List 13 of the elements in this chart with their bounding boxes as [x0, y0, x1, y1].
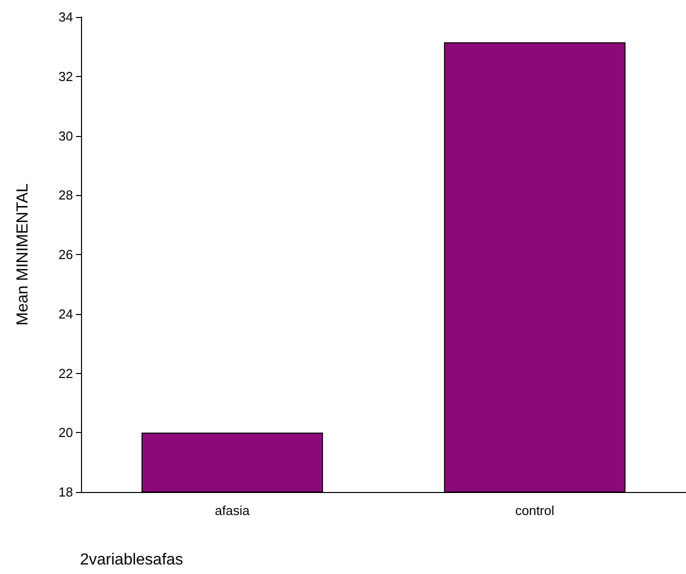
y-tick-label: 34 — [58, 10, 73, 24]
x-axis-title: 2variablesafas — [80, 552, 184, 568]
y-tick-label: 20 — [58, 425, 73, 440]
x-tick-label: afasia — [214, 503, 250, 518]
y-tick-label: 18 — [58, 484, 73, 500]
y-tick-label: 22 — [58, 366, 73, 381]
y-tick-label: 28 — [58, 188, 73, 203]
x-tick-label: control — [515, 503, 554, 518]
y-tick-label: 24 — [58, 306, 73, 322]
y-tick-label: 32 — [58, 68, 73, 84]
y-tick-label: 26 — [58, 247, 73, 262]
y-axis-title: Mean MINIMENTAL — [14, 183, 32, 326]
y-tick-label: 30 — [58, 128, 73, 144]
